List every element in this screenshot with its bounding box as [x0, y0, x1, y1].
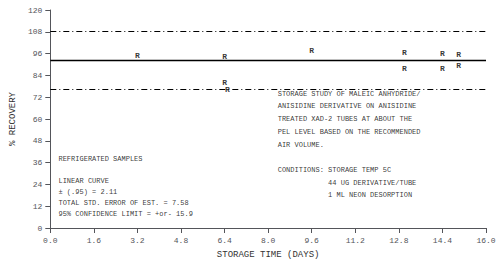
- svg-text:84: 84: [33, 71, 43, 80]
- svg-text:PEL LEVEL BASED ON THE RECOMME: PEL LEVEL BASED ON THE RECOMMENDED: [278, 128, 421, 136]
- svg-text:60: 60: [33, 115, 43, 124]
- svg-text:8.0: 8.0: [261, 236, 276, 245]
- svg-text:95% CONFIDENCE LIMIT = +or- 15: 95% CONFIDENCE LIMIT = +or- 15.9: [58, 210, 192, 218]
- svg-text:11.2: 11.2: [346, 236, 365, 245]
- svg-text:R: R: [440, 49, 445, 58]
- svg-text:1.6: 1.6: [87, 236, 102, 245]
- svg-text:REFRIGERATED SAMPLES: REFRIGERATED SAMPLES: [58, 155, 142, 163]
- svg-text:16.0: 16.0: [476, 236, 495, 245]
- svg-text:R: R: [135, 51, 140, 60]
- svg-text:STORAGE TIME (DAYS): STORAGE TIME (DAYS): [217, 250, 320, 260]
- svg-text:TOTAL STD. ERROR OF EST. = 7.5: TOTAL STD. ERROR OF EST. = 7.58: [58, 199, 188, 207]
- svg-text:LINEAR CURVE: LINEAR CURVE: [58, 177, 108, 185]
- svg-text:6.4: 6.4: [217, 236, 232, 245]
- svg-text:1 ML NEON DESORPTION: 1 ML NEON DESORPTION: [278, 191, 412, 199]
- svg-text:9.6: 9.6: [305, 236, 320, 245]
- svg-text:R: R: [440, 64, 445, 73]
- svg-text:± (.95) = 2.11: ± (.95) = 2.11: [58, 188, 117, 196]
- svg-text:12: 12: [33, 202, 43, 211]
- svg-text:R: R: [309, 46, 314, 55]
- svg-text:R: R: [402, 64, 407, 73]
- svg-text:TREATED XAD-2 TUBES AT ABOUT T: TREATED XAD-2 TUBES AT ABOUT THE: [278, 115, 412, 123]
- svg-text:AIR VOLUME.: AIR VOLUME.: [278, 141, 324, 149]
- svg-text:R: R: [456, 61, 461, 70]
- svg-text:R: R: [402, 48, 407, 57]
- svg-text:44 UG DERIVATIVE/TUBE: 44 UG DERIVATIVE/TUBE: [278, 179, 417, 187]
- svg-text:14.4: 14.4: [433, 236, 452, 245]
- svg-text:CONDITIONS: STORAGE TEMP 5C: CONDITIONS: STORAGE TEMP 5C: [278, 166, 391, 174]
- svg-text:R: R: [456, 50, 461, 59]
- svg-text:12.8: 12.8: [389, 236, 408, 245]
- svg-text:96: 96: [33, 49, 43, 58]
- svg-text:120: 120: [28, 6, 43, 15]
- svg-text:4.8: 4.8: [174, 236, 189, 245]
- svg-text:3.2: 3.2: [130, 236, 145, 245]
- svg-text:% RECOVERY: % RECOVERY: [8, 91, 18, 146]
- svg-text:48: 48: [33, 136, 43, 145]
- svg-text:24: 24: [33, 180, 43, 189]
- svg-text:R: R: [224, 84, 230, 94]
- svg-text:108: 108: [28, 27, 43, 36]
- svg-text:STORAGE STUDY OF MALEIC ANHYDR: STORAGE STUDY OF MALEIC ANHYDRIDE/: [278, 90, 421, 98]
- svg-text:0: 0: [37, 224, 42, 233]
- svg-text:72: 72: [33, 93, 43, 102]
- svg-text:ANISIDINE DERIVATIVE ON ANISID: ANISIDINE DERIVATIVE ON ANISIDINE: [278, 102, 417, 110]
- svg-text:0.0: 0.0: [43, 236, 58, 245]
- svg-text:R: R: [222, 52, 227, 61]
- svg-text:R: R: [222, 78, 227, 88]
- svg-text:36: 36: [33, 158, 43, 167]
